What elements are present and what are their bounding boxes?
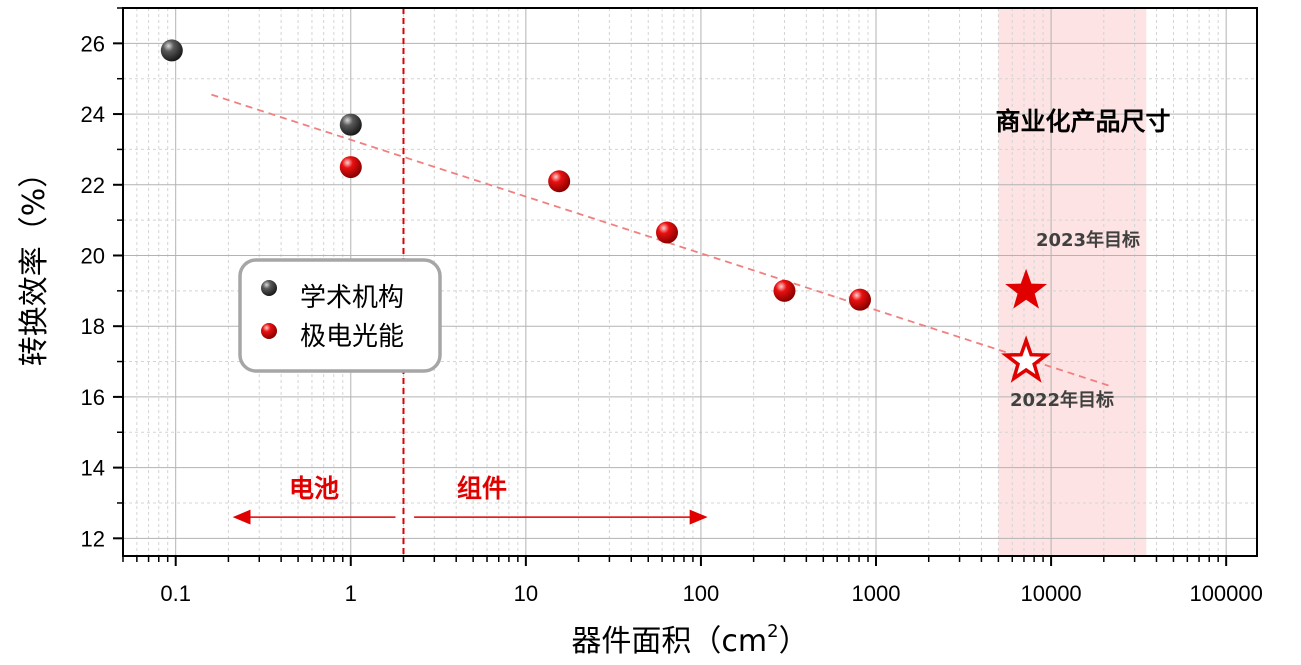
target-2022-label: 2022年目标 <box>1010 389 1114 411</box>
major-grid <box>123 8 1257 556</box>
plot-frame <box>122 7 1258 557</box>
y-tick-labels: 12 14 16 18 20 22 24 26 <box>81 31 105 551</box>
x-axis-ticks <box>122 556 1228 566</box>
x-tick-labels: 0.1 1 10 100 1000 10000 100000 <box>160 581 1262 606</box>
data-point-company <box>848 288 871 311</box>
x-axis-title: 器件面积（cm2） <box>571 621 808 659</box>
minor-grid <box>122 7 1257 556</box>
data-point-academic <box>339 113 362 136</box>
y-tick-label: 18 <box>81 314 105 339</box>
y-tick-label: 14 <box>81 456 105 481</box>
x-tick-label: 100 <box>683 581 720 606</box>
data-point-company <box>773 279 796 302</box>
y-tick-label: 16 <box>81 385 105 410</box>
commercial-band <box>998 8 1147 556</box>
data-point-company <box>339 156 362 179</box>
y-tick-label: 22 <box>81 173 105 198</box>
data-point-academic <box>160 39 183 62</box>
x-tick-label: 10 <box>514 581 538 606</box>
y-tick-label: 26 <box>81 31 105 56</box>
x-axis-title-main: 器件面积（cm <box>571 624 767 659</box>
legend-box <box>238 258 442 373</box>
y-axis-ticks <box>113 7 123 540</box>
data-point-company <box>548 170 571 193</box>
x-axis-title-superscript: 2 <box>767 621 778 642</box>
target-star-hollow <box>1001 335 1052 383</box>
y-tick-label: 24 <box>81 102 105 127</box>
legend-label-academic: 学术机构 <box>300 283 404 313</box>
legend-marker-academic <box>261 280 277 296</box>
legend-marker-company <box>261 323 277 339</box>
target-stars <box>1001 268 1052 383</box>
legend-label-company: 极电光能 <box>300 322 404 352</box>
y-tick-label: 12 <box>81 526 105 551</box>
x-tick-label: 0.1 <box>160 581 191 606</box>
x-tick-label: 1000 <box>852 581 901 606</box>
commercial-band-label: 商业化产品尺寸 <box>995 107 1170 136</box>
x-axis-title-close: ） <box>779 624 809 659</box>
target-2023-label: 2023年目标 <box>1036 229 1140 251</box>
data-point-company <box>656 221 679 244</box>
legend: 学术机构 极电光能 <box>238 258 442 373</box>
y-axis-title: 转换效率（%） <box>17 158 52 367</box>
cell-region-label: 电池 <box>289 474 339 503</box>
data-points <box>160 39 871 311</box>
x-tick-label: 100000 <box>1189 581 1262 606</box>
x-tick-label: 10000 <box>1020 581 1081 606</box>
y-tick-label: 20 <box>81 243 105 268</box>
target-star-filled <box>1005 268 1047 309</box>
module-region-label: 组件 <box>457 474 507 503</box>
x-tick-label: 1 <box>345 581 357 606</box>
